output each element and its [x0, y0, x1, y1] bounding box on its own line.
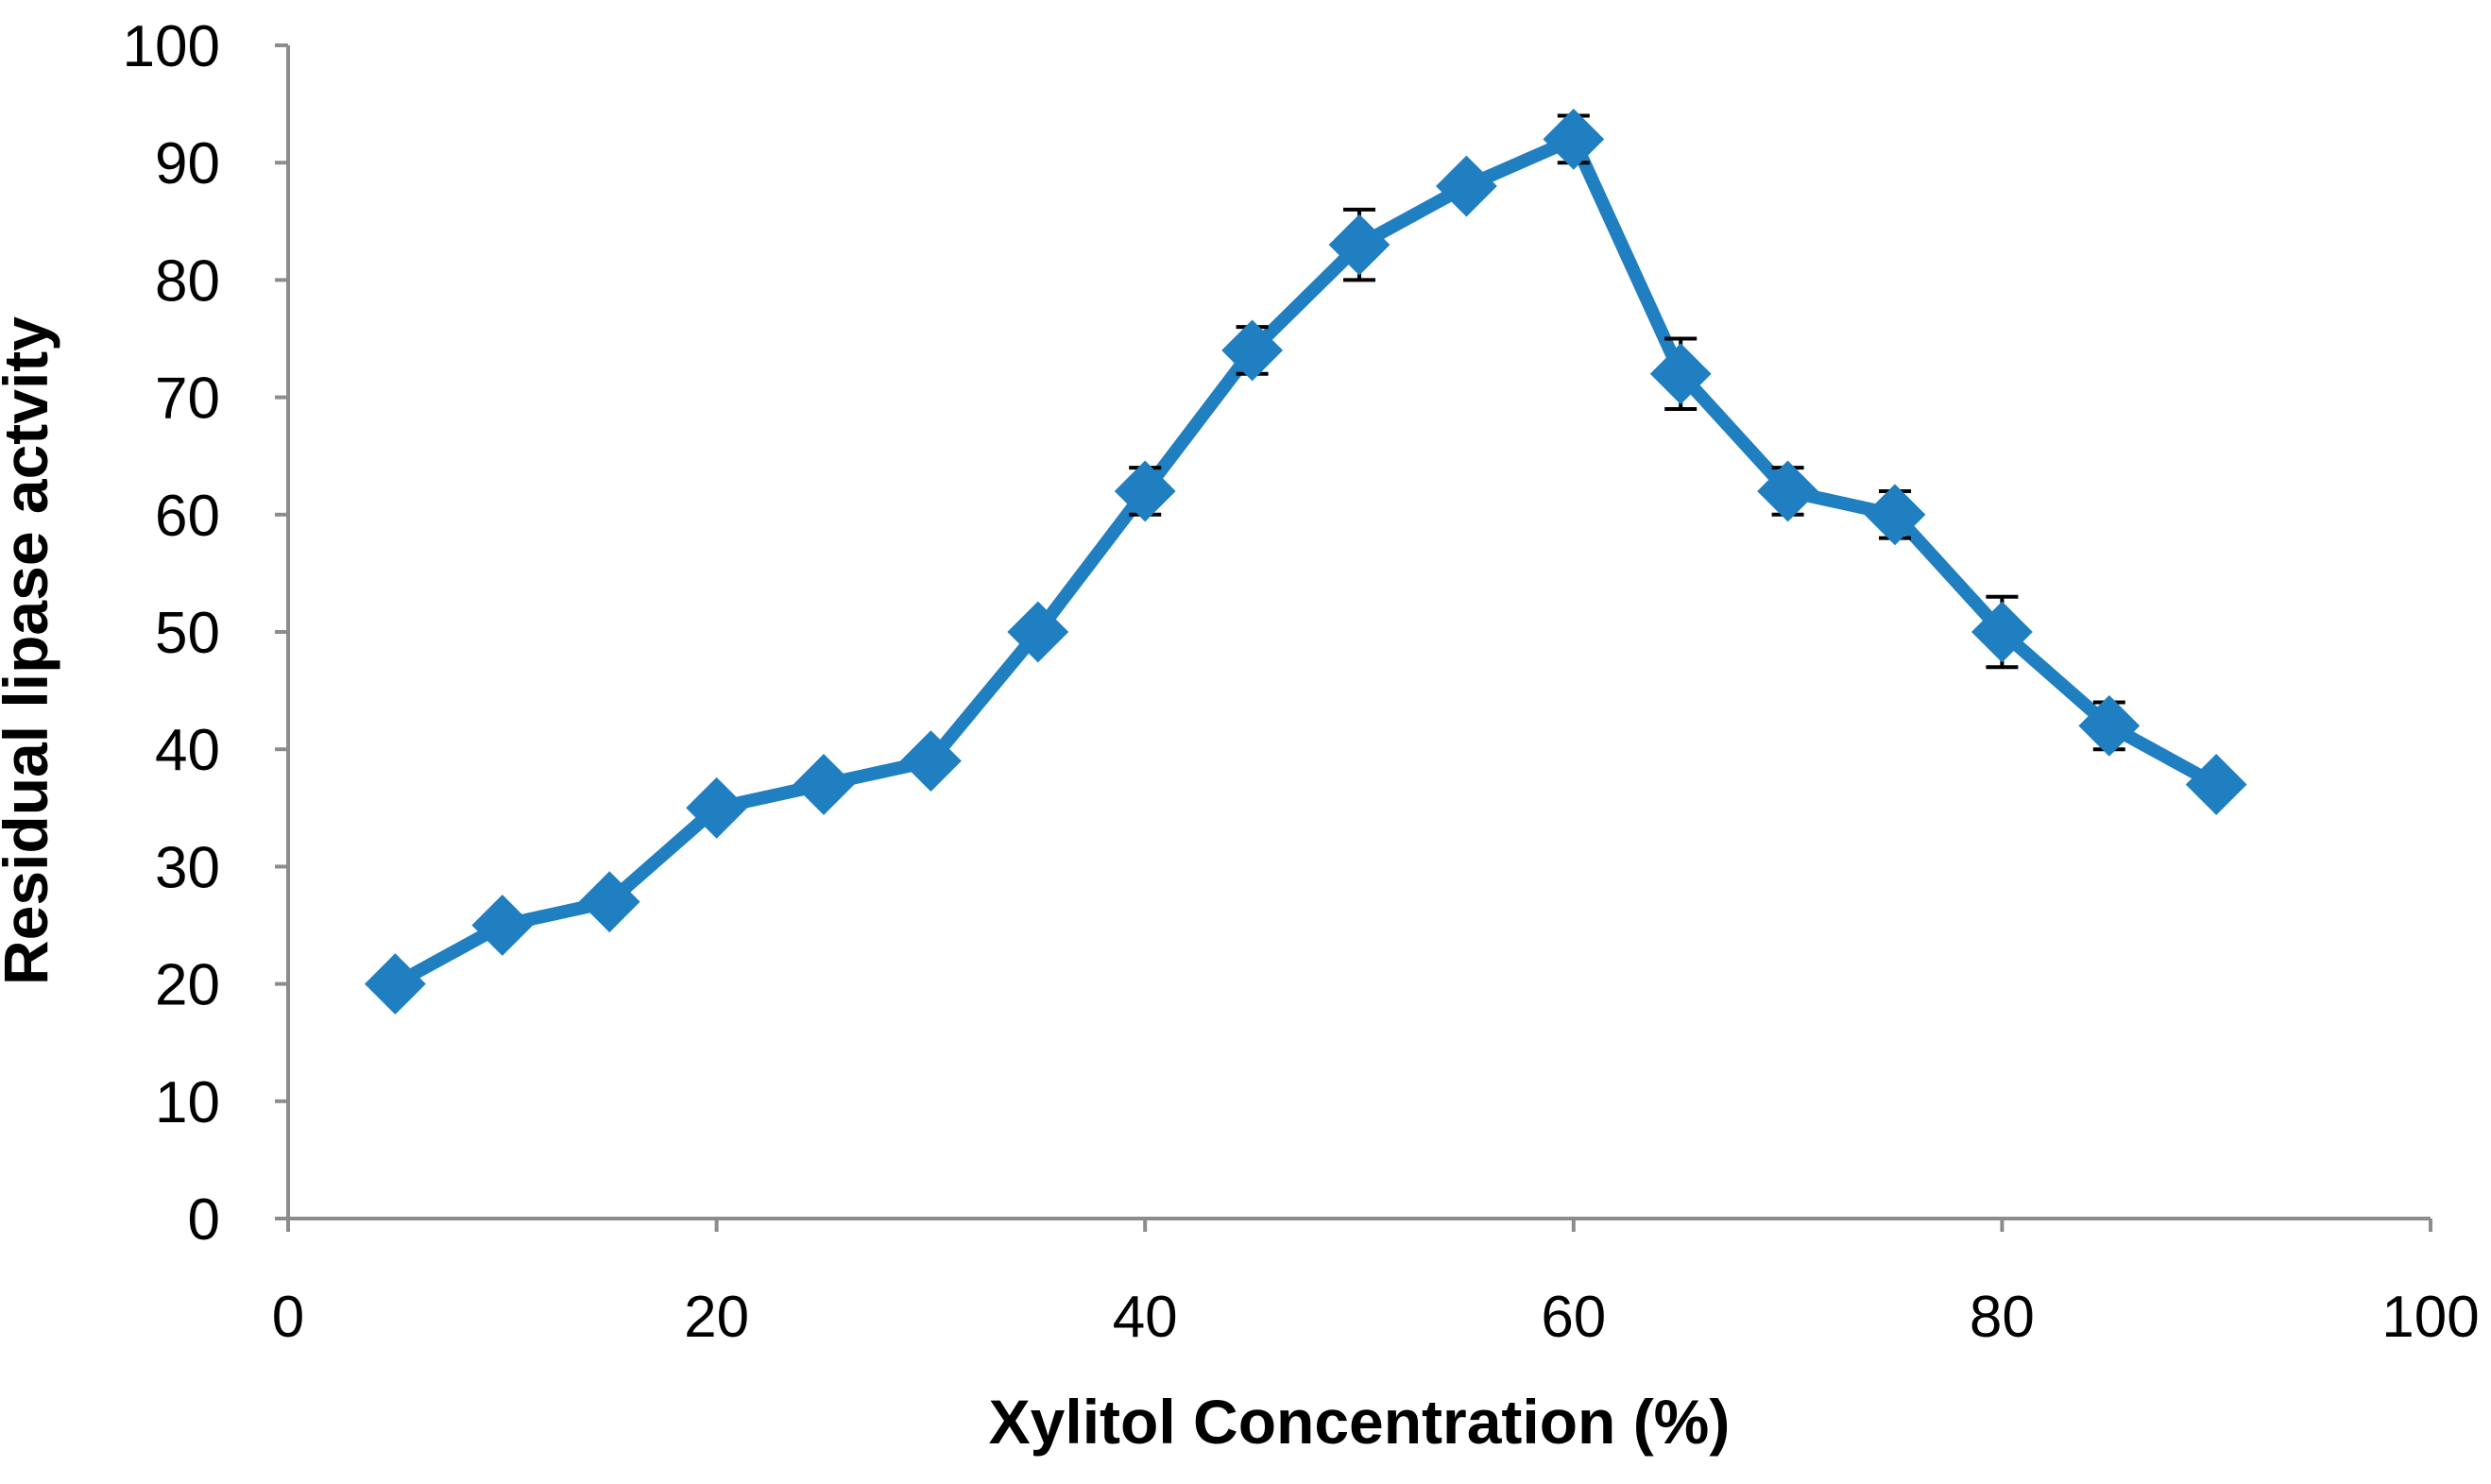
- diamond-marker: [1971, 601, 2033, 663]
- diamond-marker: [471, 895, 534, 956]
- data-point: [1757, 460, 1819, 522]
- data-point: [1435, 155, 1497, 217]
- y-axis-title: Residual lipase actvity: [0, 316, 60, 985]
- diamond-marker: [1757, 460, 1819, 522]
- data-point: [793, 754, 855, 815]
- x-tick-label: 0: [272, 1285, 304, 1350]
- x-axis-title: Xylitol Concentration (%): [989, 1387, 1731, 1457]
- diamond-marker: [1114, 460, 1176, 522]
- diamond-marker: [1221, 319, 1284, 382]
- diamond-marker: [1435, 155, 1497, 217]
- data-point: [1543, 108, 1605, 170]
- y-tick-label: 70: [155, 367, 220, 432]
- data-point: [1007, 601, 1069, 663]
- data-point: [686, 776, 748, 839]
- diamond-marker: [2185, 754, 2247, 815]
- y-tick-label: 10: [155, 1070, 220, 1135]
- data-point: [1864, 484, 1926, 546]
- y-tick-label: 60: [155, 484, 220, 549]
- diamond-marker: [793, 754, 855, 815]
- y-tick-label: 50: [155, 601, 220, 666]
- x-tick-label: 20: [684, 1285, 749, 1350]
- x-tick-label: 80: [1970, 1285, 2035, 1350]
- y-tick-label: 80: [155, 248, 220, 314]
- plot-layer: [364, 108, 2247, 1015]
- data-point: [1114, 460, 1176, 522]
- diamond-marker: [899, 730, 962, 793]
- data-point: [364, 953, 426, 1015]
- data-point: [578, 871, 640, 933]
- diamond-marker: [578, 871, 640, 933]
- data-point: [2078, 694, 2141, 757]
- data-point: [899, 730, 962, 793]
- x-tick-label: 100: [2381, 1285, 2479, 1350]
- diamond-marker: [1864, 484, 1926, 546]
- y-tick-label: 40: [155, 718, 220, 783]
- x-tick-label: 40: [1113, 1285, 1178, 1350]
- x-ticks: 0 20 40 60 80 100: [272, 1219, 2480, 1350]
- diamond-marker: [686, 776, 748, 839]
- data-point: [1328, 207, 1391, 282]
- data-point: [1221, 319, 1284, 382]
- y-tick-label: 90: [155, 131, 220, 196]
- diamond-marker: [364, 953, 426, 1015]
- y-tick-label: 20: [155, 953, 220, 1018]
- y-tick-label: 100: [123, 14, 220, 79]
- y-tick-label: 0: [188, 1187, 220, 1253]
- diamond-marker: [1007, 601, 1069, 663]
- data-point: [2185, 754, 2247, 815]
- diamond-marker: [1649, 343, 1712, 405]
- data-point: [1971, 594, 2033, 670]
- data-point: [471, 895, 534, 956]
- data-point: [1649, 336, 1712, 412]
- y-tick-label: 30: [155, 835, 220, 900]
- diamond-marker: [1543, 108, 1605, 170]
- diamond-marker: [1328, 213, 1391, 276]
- diamond-marker: [2078, 694, 2141, 757]
- series-line: [388, 132, 2224, 991]
- x-tick-label: 60: [1541, 1285, 1606, 1350]
- y-ticks: 0 10 20 30 40 50 60 70 80 90 100: [123, 14, 288, 1253]
